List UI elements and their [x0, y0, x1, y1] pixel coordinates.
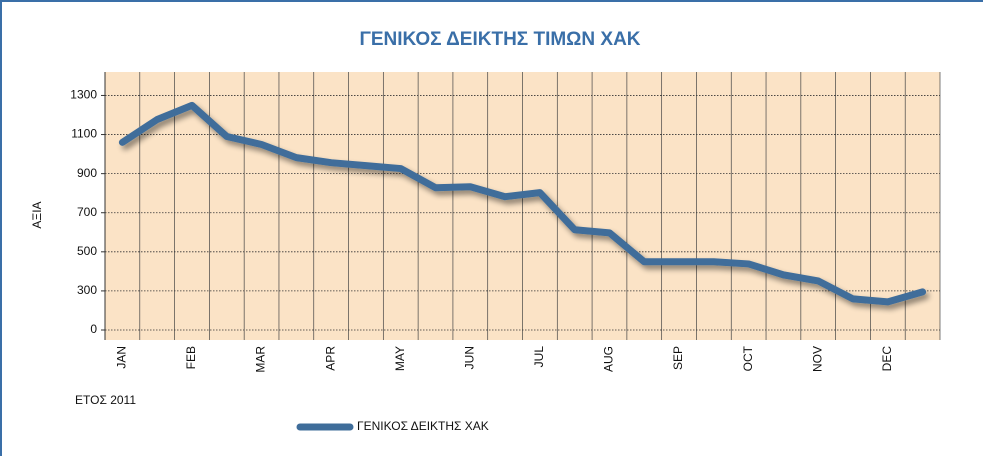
- y-tick-label: 900: [77, 166, 97, 180]
- y-tick-label: 1100: [71, 127, 97, 141]
- y-axis-label: ΑΞΙΑ: [30, 201, 44, 228]
- x-tick-label: DEC: [880, 346, 894, 372]
- data-line: [118, 101, 927, 306]
- x-tick-label: OCT: [741, 345, 755, 371]
- x-tick-label: JUL: [532, 346, 546, 368]
- y-tick-label: 700: [77, 205, 97, 219]
- y-tick-label: 500: [77, 244, 97, 258]
- y-tick-label: 300: [77, 283, 97, 297]
- y-tick-label: 1300: [70, 88, 97, 102]
- x-tick-label: SEP: [671, 346, 685, 370]
- x-tick-label: MAR: [254, 346, 268, 373]
- x-axis-label: ΕΤΟΣ 2011: [75, 393, 136, 407]
- x-tick-label: FEB: [184, 346, 198, 369]
- x-tick-label: APR: [323, 346, 337, 371]
- x-tick-label: JAN: [115, 346, 129, 369]
- legend-label: ΓΕΝΙΚΟΣ ΔΕΙΚΤΗΣ ΧΑΚ: [357, 419, 489, 433]
- x-tick-label: MAY: [393, 346, 407, 371]
- chart-title: ΓΕΝΙΚΟΣ ΔΕΙΚΤΗΣ ΤΙΜΩΝ ΧΑΚ: [359, 29, 640, 50]
- x-tick-label: JUN: [462, 346, 476, 369]
- y-tick-label: 0: [90, 322, 97, 336]
- x-tick-label: NOV: [810, 346, 824, 372]
- x-tick-label: AUG: [602, 346, 616, 372]
